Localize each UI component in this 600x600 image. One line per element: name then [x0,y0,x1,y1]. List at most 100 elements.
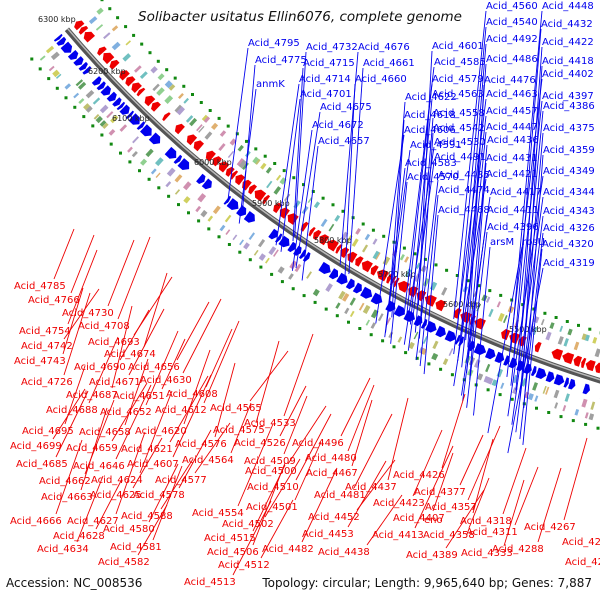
gene-label: Acid_4607 [127,459,179,470]
gene-label: Acid_4422 [542,37,594,48]
gene-label: Acid_4715 [303,58,355,69]
gene-label: Acid_4687 [66,390,118,401]
gene-label: rpsU [522,237,545,248]
gene-label: Acid_4500 [245,466,297,477]
gene-label: Acid_4695 [22,426,74,437]
gene-label: Acid_4358 [423,530,475,541]
gene-label: Acid_4627 [67,516,119,527]
scale-tick-label: 5700 kbp [378,270,416,279]
gene-label: Acid_4651 [113,391,165,402]
scale-tick-label: 6000 kbp [194,158,232,167]
gene-label: Acid_4652 [100,407,152,418]
scale-tick-label: 6300 kbp [38,15,76,24]
gene-label: Acid_4245 [562,537,600,548]
gene-label: Acid_4628 [53,531,105,542]
gene-label: Acid_4437 [345,482,397,493]
gene-label: Acid_4754 [19,326,71,337]
gene-label: Acid_4377 [414,487,466,498]
genome-stats-text: Topology: circular; Length: 9,965,640 bp… [262,576,592,590]
gene-label: Acid_4560 [486,1,538,12]
gene-label: Acid_4575 [213,425,265,436]
gene-label: Acid_4662 [39,476,91,487]
gene-label: Acid_4666 [10,516,62,527]
gene-label: Acid_4564 [182,455,234,466]
gene-label: Acid_4701 [300,89,352,100]
gene-label: Acid_4588 [121,511,173,522]
gene-label: Acid_4501 [246,502,298,513]
gene-label: Acid_4267 [524,522,576,533]
gene-label: Acid_4708 [78,321,130,332]
gene-label: Acid_4502 [222,519,274,530]
gene-label: Acid_4402 [542,69,594,80]
gene-label: Acid_4579 [432,74,484,85]
gene-label: Acid_4634 [37,544,89,555]
gene-label: Acid_4468 [438,205,490,216]
gene-label: Acid_4577 [155,475,207,486]
gene-label: Acid_4570 [407,172,459,183]
scale-tick-label: 6200 kbp [88,67,126,76]
gene-label: Acid_4375 [543,123,595,134]
scale-tick-label: 6100 kbp [112,114,150,123]
gene-label: Acid_4766 [28,295,80,306]
gene-label: Acid_4583 [405,158,457,169]
gene-label: Acid_4659 [66,443,118,454]
gene-label: Acid_4526 [234,438,286,449]
gene-label: Acid_4496 [292,438,344,449]
gene-label: Acid_4676 [358,42,410,53]
gene-label: Acid_4418 [542,56,594,67]
gene-label: Acid_4359 [543,145,595,156]
gene-label: Acid_4685 [16,459,68,470]
gene-label: Acid_4463 [486,89,538,100]
gene-label: Acid_4540 [486,17,538,28]
gene-label: Acid_4576 [175,439,227,450]
gene-label: Acid_4671 [89,377,141,388]
gene-label: Acid_4320 [542,239,594,250]
gene-label: Acid_4612 [155,405,207,416]
gene-label: Acid_4474 [438,185,490,196]
gene-labels: Acid_4795 anmK Acid_4775 Acid_4732 Acid_4715… [10,1,600,588]
gene-label: Acid_4480 [305,453,357,464]
gene-label: Acid_4565 [210,403,262,414]
gene-label: Acid_4349 [543,166,595,177]
gene-label: Acid_4658 [79,427,131,438]
gene-label: Acid_4581 [110,542,162,553]
gene-label: Acid_4447 [486,122,538,133]
gene-label: Acid_4622 [405,92,457,103]
gene-label: Acid_4620 [135,426,187,437]
gene-label: anmK [256,79,285,90]
gene-label: Acid_4510 [247,482,299,493]
gene-label: arsM [490,237,514,248]
gene-label: Acid_4630 [140,375,192,386]
gene-label: Acid_4389 [406,550,458,561]
gene-label: Acid_4726 [21,377,73,388]
genome-backbone [64,27,600,384]
gene-label: Acid_4714 [299,74,351,85]
gene-label: Acid_4481 [314,490,366,501]
genome-title: Solibacter usitatus Ellin6076, complete … [138,9,462,25]
gene-label: Acid_4730 [62,308,114,319]
gene-label: Acid_4411 [487,205,539,216]
gene-label: Acid_4512 [218,560,270,571]
gene-label: Acid_4624 [91,475,143,486]
gene-label: Acid_4423 [373,498,425,509]
gene-label: Acid_4513 [184,577,236,588]
gene-label: Acid_4397 [542,91,594,102]
gene-label: Acid_4311 [466,527,518,538]
gene-label: Acid_4515 [204,533,256,544]
gene-label: Acid_4563 [432,89,484,100]
scale-tick-label: 5800 kbp [314,236,352,245]
gene-label: Acid_4699 [10,441,62,452]
gene-label: Acid_4625 [90,490,142,501]
gene-label: Acid_4357 [425,502,477,513]
gene-label: Acid_4690 [74,362,126,373]
gene-tracks [30,0,600,430]
gene-label: Acid_4448 [542,1,594,12]
gene-label: Acid_4660 [355,74,407,85]
gene-label: Acid_4407 [393,513,445,524]
gene-label: Acid_4533 [244,418,296,429]
gene-label: Acid_4672 [312,120,364,131]
gene-label: Acid_4578 [133,490,185,501]
scale-tick-label: 5900 kbp [252,199,290,208]
gene-label: Acid_4688 [46,405,98,416]
